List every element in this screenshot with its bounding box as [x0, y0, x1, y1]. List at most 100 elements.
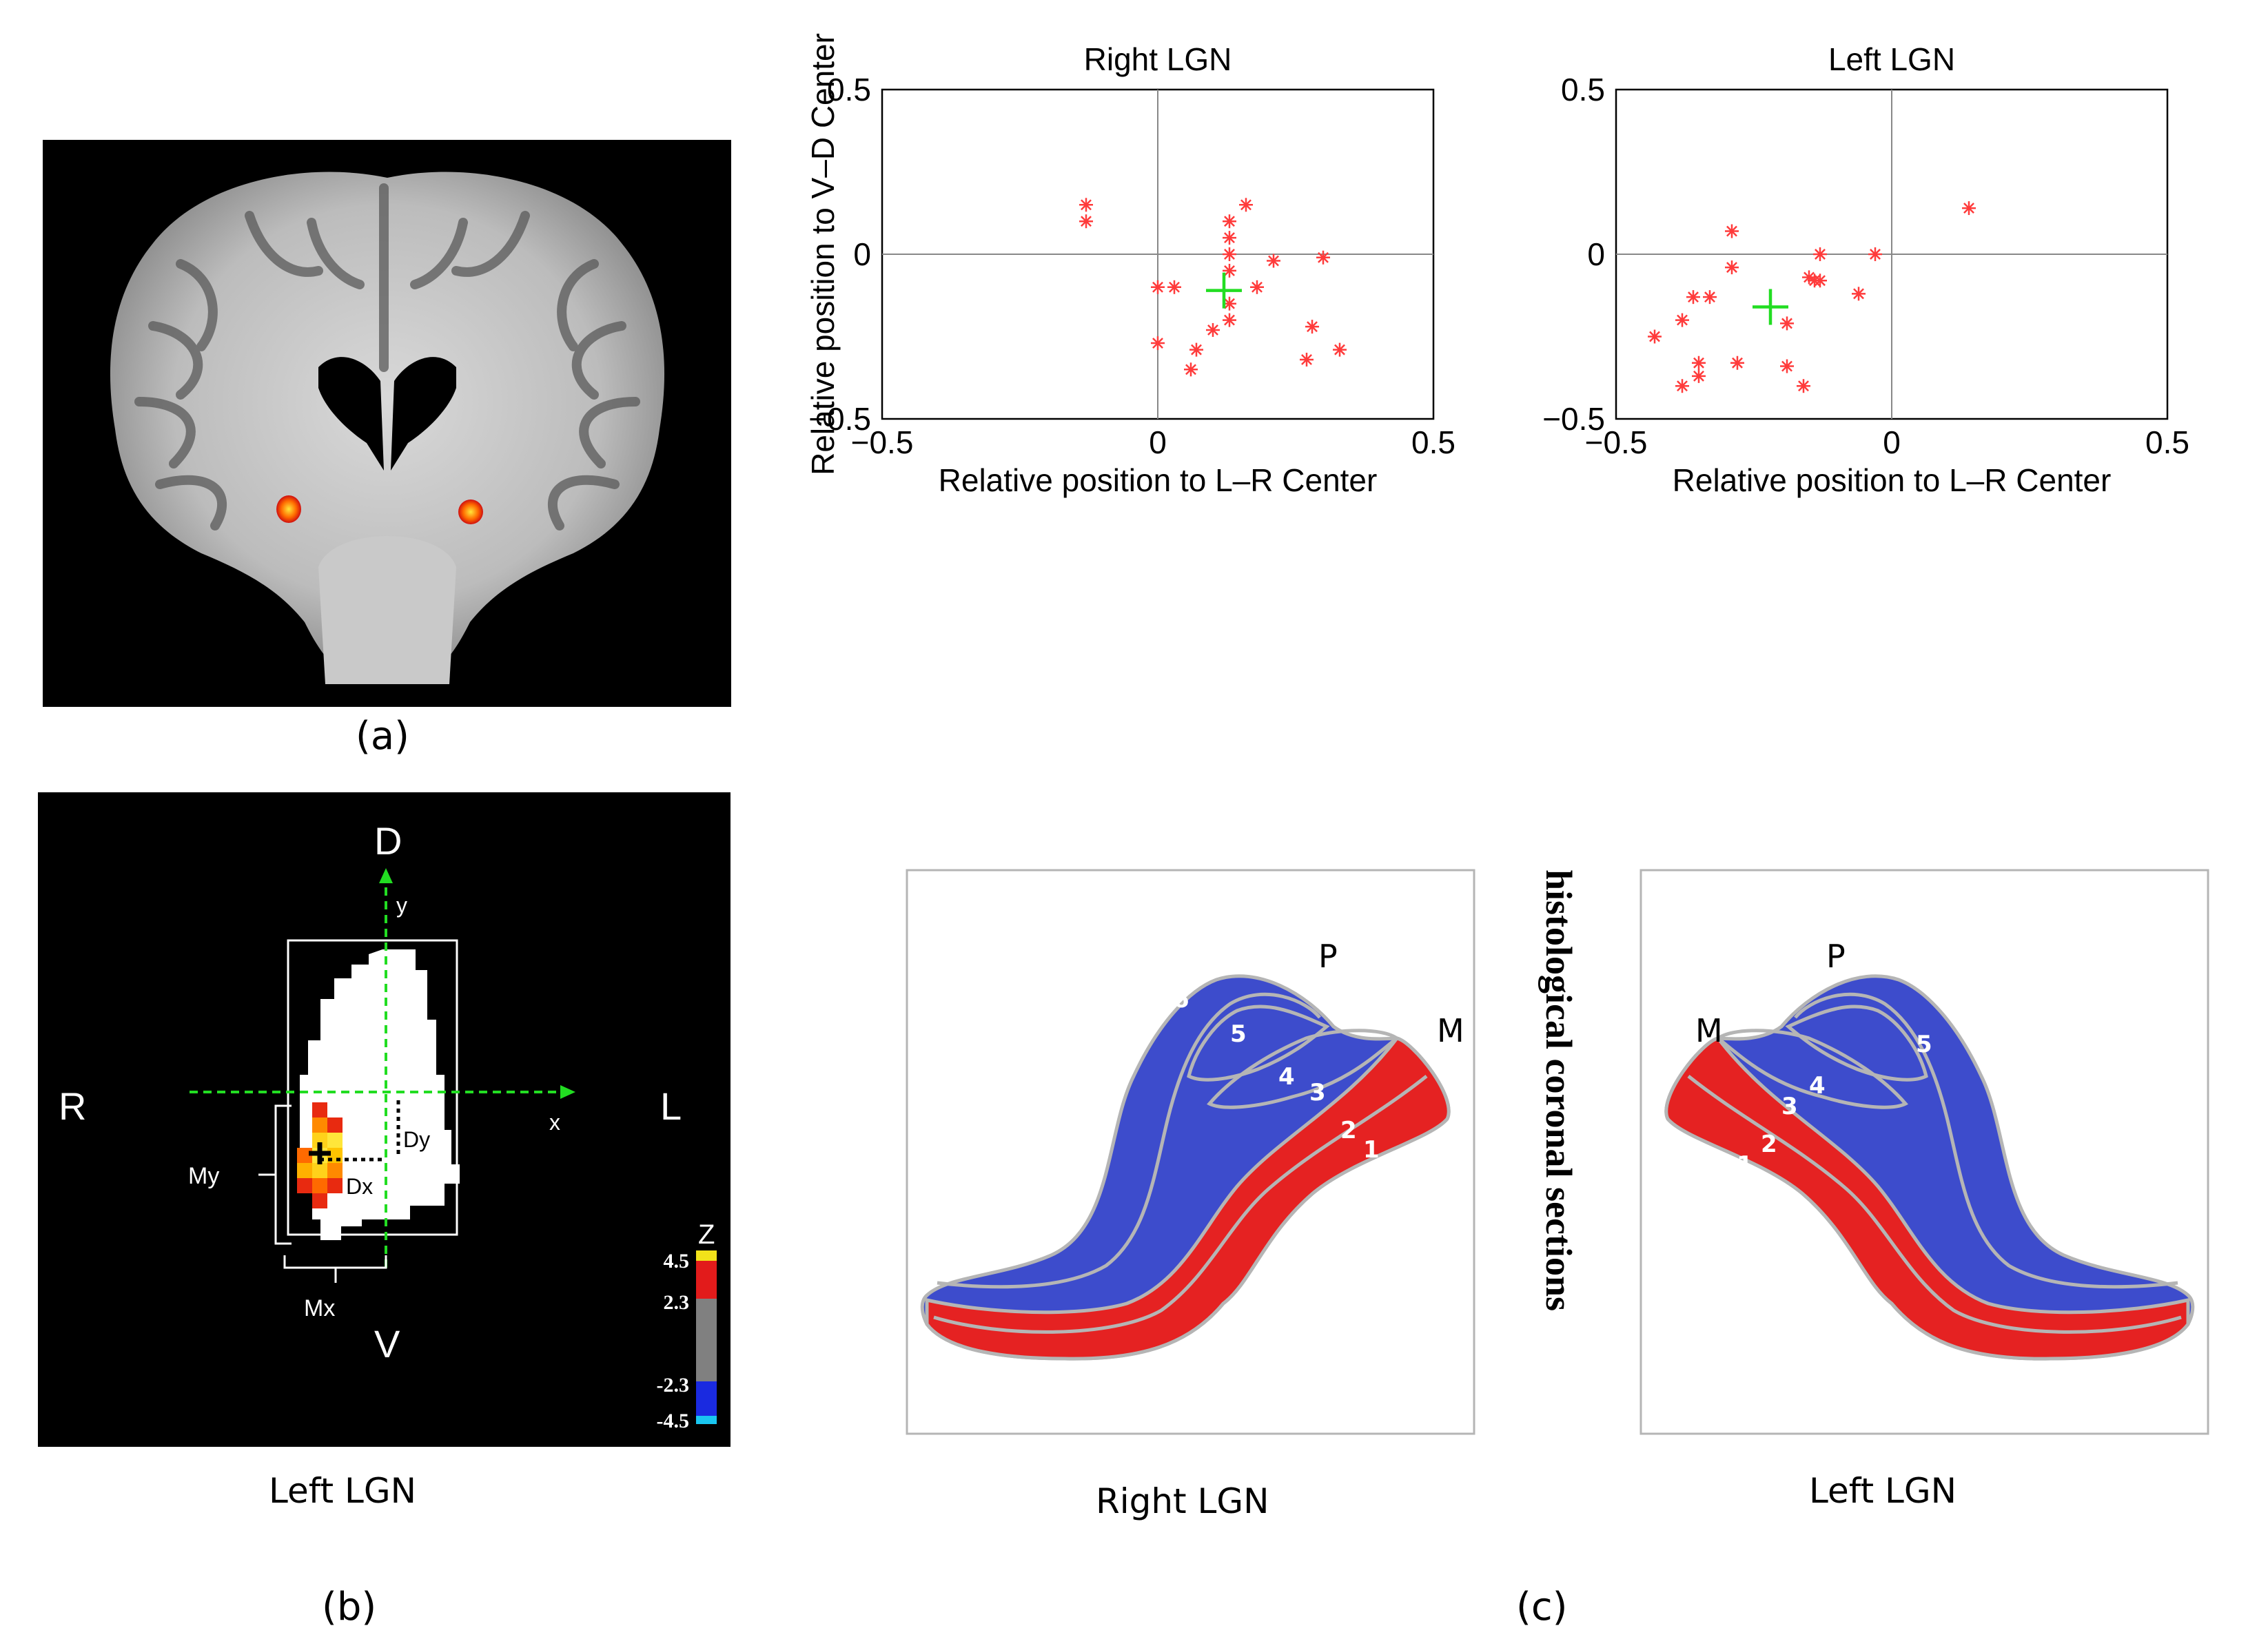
my-label: My [188, 1163, 219, 1189]
layer-1-label: 1 [1737, 1151, 1753, 1179]
parvo-p-label: P [1826, 938, 1846, 975]
x-axis-label: x [549, 1110, 560, 1135]
data-point [1703, 290, 1717, 305]
y-axis-label: y [396, 893, 407, 918]
lgn-roi-panel: y x Dx Dy My Mx D V R L Z 4.5 2.3 -2.3 -… [38, 792, 731, 1447]
data-point [1305, 320, 1319, 334]
data-point [1167, 280, 1181, 294]
mean-position-cross [1753, 289, 1788, 325]
data-point [1692, 369, 1706, 383]
panel-a-label: (a) [356, 714, 410, 759]
data-point [1223, 214, 1236, 229]
x-axis-arrowhead [560, 1085, 575, 1099]
y-axis-label: Relative position to V–D Center [805, 33, 841, 475]
layer-5-label: 5 [1916, 1031, 1932, 1058]
layer-2-label: 2 [1340, 1117, 1357, 1144]
my-bracket [258, 1104, 292, 1245]
data-point [1079, 198, 1093, 212]
coronal-mri-slice [43, 140, 731, 707]
data-point [1797, 379, 1810, 393]
data-point [1223, 313, 1236, 327]
x-tick-label: 0 [1149, 424, 1167, 460]
data-point [1151, 336, 1165, 351]
section-caption-right-lgn: Right LGN [1096, 1481, 1269, 1521]
z-colorbar [696, 1250, 717, 1424]
x-tick-label: 0.5 [1411, 424, 1455, 460]
section-caption-left-lgn: Left LGN [1809, 1471, 1957, 1511]
data-point [1079, 214, 1093, 229]
data-point [1223, 231, 1236, 245]
layer-3-label: 3 [1309, 1079, 1326, 1106]
y-tick-label: 0.5 [1561, 72, 1605, 107]
data-point [1725, 260, 1739, 275]
layer-6-label: 6 [1173, 986, 1189, 1013]
data-point [1316, 250, 1330, 265]
dorsal-label: D [374, 819, 402, 863]
activation-blob-right [276, 495, 301, 523]
magno-m-label: M [1695, 1012, 1723, 1049]
data-point [1725, 224, 1739, 238]
histology-section-right-lgn: 1 2 3 4 5 6 P M [906, 869, 1475, 1435]
data-point [1692, 356, 1706, 370]
data-point [1333, 342, 1347, 357]
panel-c-label: (c) [1516, 1585, 1568, 1629]
x-tick-label: 0.5 [2145, 424, 2189, 460]
data-point [1780, 359, 1794, 373]
y-tick-label: −0.5 [1542, 401, 1605, 437]
data-point [1730, 356, 1744, 370]
colorbar-blue [696, 1381, 717, 1416]
magnocellular-region [1664, 1036, 2190, 1361]
data-point [1675, 313, 1689, 327]
scatter-chart-left-lgn: Left LGN −0.5 0 0.5 −0.5 0 0.5 Relative positio… [1542, 41, 2189, 498]
x-axis-label: Relative position to L–R Center [939, 462, 1378, 498]
y-axis-arrowhead [379, 868, 393, 883]
chart-title: Right LGN [1084, 41, 1232, 77]
magnocellular-region [925, 1036, 1451, 1361]
histology-vertical-label: histological coronal sections [1538, 869, 1580, 1311]
y-tick-label: −0.5 [808, 401, 871, 437]
chart-title: Left LGN [1828, 41, 1955, 77]
data-point [1184, 362, 1198, 377]
data-point [1852, 287, 1866, 301]
brainstem [318, 536, 456, 684]
panel-b-label: (b) [322, 1585, 377, 1629]
data-point [1780, 316, 1794, 331]
data-point [1223, 247, 1236, 261]
colorbar-tick-neg-4-5: -4.5 [657, 1410, 690, 1432]
magno-m-label: M [1437, 1012, 1464, 1049]
data-point [1675, 379, 1689, 393]
ventral-label: V [374, 1322, 400, 1366]
activation-blob-left [458, 499, 483, 524]
data-point [1813, 274, 1827, 288]
data-point [1151, 280, 1165, 294]
layer-6-label: 6 [1968, 989, 1984, 1017]
data-point [1813, 247, 1827, 261]
y-tick-label: 0.5 [827, 72, 871, 107]
data-point [1962, 201, 1976, 216]
y-tick-label: 0 [853, 236, 871, 272]
data-point [1189, 342, 1203, 357]
ventricles [318, 357, 456, 471]
data-point [1250, 280, 1264, 294]
left-label: L [660, 1084, 682, 1128]
layer-1-label: 1 [1363, 1136, 1380, 1164]
layer-4-label: 4 [1809, 1072, 1826, 1100]
mx-bracket [283, 1255, 387, 1283]
dy-label: Dy [403, 1127, 430, 1152]
mean-position-cross [1206, 272, 1242, 309]
dx-label: Dx [346, 1174, 373, 1199]
layer-4-label: 4 [1278, 1063, 1295, 1091]
colorbar-red [696, 1261, 717, 1299]
x-tick-label: −0.5 [851, 424, 914, 460]
x-tick-label: −0.5 [1585, 424, 1648, 460]
layer-2-label: 2 [1761, 1131, 1777, 1158]
data-point [1267, 254, 1280, 268]
histology-section-left-lgn: 1 2 3 4 5 6 P M [1639, 869, 2209, 1435]
right-label: R [59, 1084, 86, 1128]
parvo-p-label: P [1318, 938, 1338, 975]
data-point [1868, 247, 1882, 261]
colorbar-title: Z [698, 1219, 715, 1250]
x-axis-label: Relative position to L–R Center [1673, 462, 2112, 498]
data-point [1300, 352, 1314, 367]
colorbar-cyan [696, 1416, 717, 1424]
